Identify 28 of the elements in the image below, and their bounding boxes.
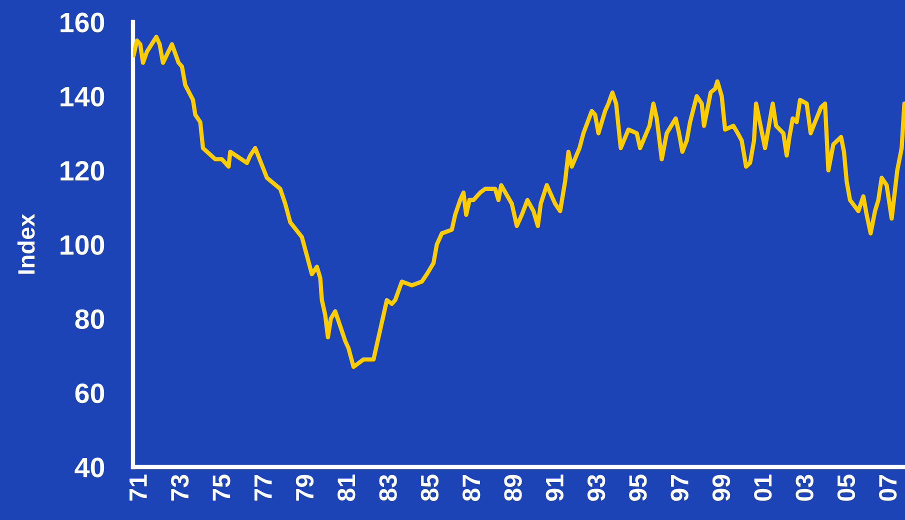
x-tick-label: 75 bbox=[212, 474, 230, 501]
x-tick-label: 87 bbox=[462, 475, 480, 501]
x-tick-label: 03 bbox=[796, 474, 814, 501]
y-tick-label: 120 bbox=[60, 161, 104, 181]
line-series bbox=[133, 34, 905, 369]
x-tick-label: 91 bbox=[546, 474, 564, 501]
x-tick-label: 77 bbox=[254, 475, 272, 501]
x-tick-label: 97 bbox=[670, 475, 688, 501]
x-tick-label: 89 bbox=[504, 474, 522, 501]
y-tick-label: 100 bbox=[60, 235, 104, 255]
x-tick-label: 73 bbox=[170, 474, 189, 501]
y-tick-label: 60 bbox=[75, 384, 104, 404]
x-tick-label: 81 bbox=[338, 474, 356, 501]
y-tick-label: 80 bbox=[75, 309, 104, 330]
x-tick-label: 79 bbox=[296, 474, 314, 501]
x-tick-label: 01 bbox=[754, 474, 772, 501]
x-tick-label: 95 bbox=[629, 474, 647, 501]
x-tick-label: 93 bbox=[587, 474, 606, 501]
x-tick-label: 83 bbox=[379, 474, 397, 501]
x-tick-label: 71 bbox=[130, 474, 147, 501]
y-axis-title: Index bbox=[17, 214, 35, 274]
x-tick-label: 85 bbox=[420, 474, 439, 501]
x-tick-label: 99 bbox=[712, 474, 730, 501]
y-tick-label: 40 bbox=[74, 458, 104, 478]
y-tick-label: 160 bbox=[60, 12, 104, 32]
x-tick-label: 07 bbox=[879, 475, 897, 501]
y-tick-label: 140 bbox=[60, 86, 104, 107]
x-tick-label: 05 bbox=[837, 474, 856, 501]
